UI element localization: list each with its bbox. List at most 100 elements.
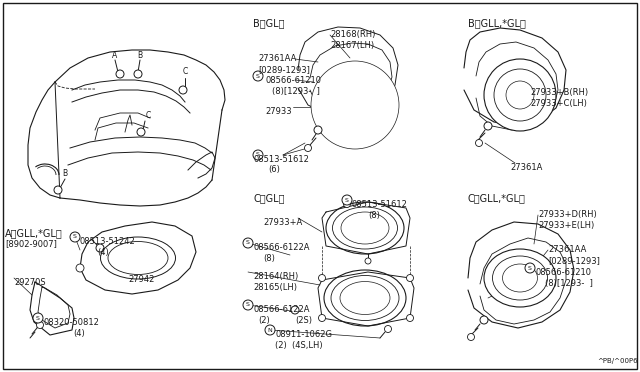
Text: 08566-6122A: 08566-6122A (253, 243, 310, 252)
Text: S: S (73, 234, 77, 240)
Text: 28167(LH): 28167(LH) (330, 41, 374, 50)
Circle shape (137, 128, 145, 136)
Text: 27942: 27942 (128, 275, 154, 284)
Text: S: S (246, 241, 250, 246)
Circle shape (365, 258, 371, 264)
Circle shape (480, 316, 488, 324)
Text: 08320-50812: 08320-50812 (43, 318, 99, 327)
Text: (6): (6) (268, 165, 280, 174)
Text: S: S (345, 198, 349, 202)
Text: N: N (268, 327, 273, 333)
Ellipse shape (108, 241, 168, 275)
Circle shape (406, 275, 413, 282)
Circle shape (305, 144, 312, 151)
Text: B〈GL〉: B〈GL〉 (253, 18, 285, 28)
Text: C〈GLL,*GL〉: C〈GLL,*GL〉 (468, 193, 526, 203)
Circle shape (134, 70, 142, 78)
Ellipse shape (502, 264, 538, 292)
Text: C〈GL〉: C〈GL〉 (253, 193, 285, 203)
Text: 08513-51612: 08513-51612 (253, 155, 309, 164)
Circle shape (243, 300, 253, 310)
Circle shape (33, 313, 43, 323)
Text: 28165(LH): 28165(LH) (253, 283, 297, 292)
Text: A: A (113, 51, 118, 60)
Circle shape (253, 71, 263, 81)
Text: [8902-9007]: [8902-9007] (5, 239, 57, 248)
Text: C: C (182, 67, 188, 77)
Circle shape (116, 70, 124, 78)
Text: S: S (256, 153, 260, 157)
Text: ^PB/^00P6: ^PB/^00P6 (597, 358, 637, 364)
Ellipse shape (100, 237, 175, 279)
Circle shape (311, 61, 399, 149)
Text: S: S (246, 302, 250, 308)
Circle shape (76, 264, 84, 272)
Text: 27933+B(RH): 27933+B(RH) (530, 88, 588, 97)
Circle shape (96, 244, 104, 252)
Text: 28164(RH): 28164(RH) (253, 272, 298, 281)
Ellipse shape (333, 207, 397, 249)
Text: A〈GLL,*GL〉: A〈GLL,*GL〉 (5, 228, 63, 238)
Text: B: B (138, 51, 143, 60)
Circle shape (243, 238, 253, 248)
Text: 27933+A: 27933+A (263, 218, 302, 227)
Text: (8)[1293-  ]: (8)[1293- ] (545, 279, 593, 288)
Circle shape (70, 232, 80, 242)
Ellipse shape (324, 270, 406, 326)
Circle shape (467, 334, 474, 340)
Circle shape (506, 81, 534, 109)
Text: S: S (256, 74, 260, 78)
Ellipse shape (493, 256, 547, 300)
Ellipse shape (340, 282, 390, 314)
Text: (8): (8) (368, 211, 380, 220)
Text: (4): (4) (73, 329, 84, 338)
Ellipse shape (326, 202, 404, 254)
Circle shape (342, 195, 352, 205)
Text: 27361AA: 27361AA (548, 245, 586, 254)
Circle shape (36, 321, 44, 328)
Circle shape (337, 87, 373, 123)
Text: B: B (63, 169, 68, 177)
Ellipse shape (341, 212, 389, 244)
Circle shape (319, 314, 326, 321)
Circle shape (325, 75, 385, 135)
Circle shape (385, 326, 392, 333)
Text: [0289-1293]: [0289-1293] (258, 65, 310, 74)
Text: 27361A: 27361A (510, 163, 542, 172)
Ellipse shape (331, 276, 399, 321)
Text: (8)[1293-  ]: (8)[1293- ] (272, 87, 320, 96)
Text: (4): (4) (97, 248, 109, 257)
Text: 28168(RH): 28168(RH) (330, 30, 376, 39)
Circle shape (476, 140, 483, 147)
Text: 08911-1062G: 08911-1062G (275, 330, 332, 339)
Circle shape (54, 186, 62, 194)
Text: 29270S: 29270S (14, 278, 45, 287)
Text: S: S (36, 315, 40, 321)
Circle shape (406, 314, 413, 321)
Text: (8): (8) (263, 254, 275, 263)
Text: C: C (145, 110, 150, 119)
Ellipse shape (484, 249, 556, 307)
Circle shape (494, 69, 546, 121)
Circle shape (253, 150, 263, 160)
Text: S: S (528, 266, 532, 270)
Circle shape (314, 126, 322, 134)
Text: 27361AA: 27361AA (258, 54, 296, 63)
Text: (2S): (2S) (295, 316, 312, 325)
Text: 27933+C(LH): 27933+C(LH) (530, 99, 587, 108)
Text: 08566-6122A: 08566-6122A (253, 305, 310, 314)
Text: 27933: 27933 (265, 107, 292, 116)
Circle shape (265, 325, 275, 335)
Text: 08566-61210: 08566-61210 (265, 76, 321, 85)
Text: B〈GLL,*GL〉: B〈GLL,*GL〉 (468, 18, 526, 28)
Circle shape (484, 122, 492, 130)
Circle shape (344, 201, 351, 208)
Circle shape (179, 86, 187, 94)
Text: 27933+D(RH): 27933+D(RH) (538, 210, 596, 219)
Circle shape (317, 67, 393, 143)
Text: (2): (2) (258, 316, 269, 325)
Text: 08513-51242: 08513-51242 (80, 237, 136, 246)
Text: [0289-1293]: [0289-1293] (548, 256, 600, 265)
Text: (2)  (4S,LH): (2) (4S,LH) (275, 341, 323, 350)
Text: 08513-51612: 08513-51612 (352, 200, 408, 209)
